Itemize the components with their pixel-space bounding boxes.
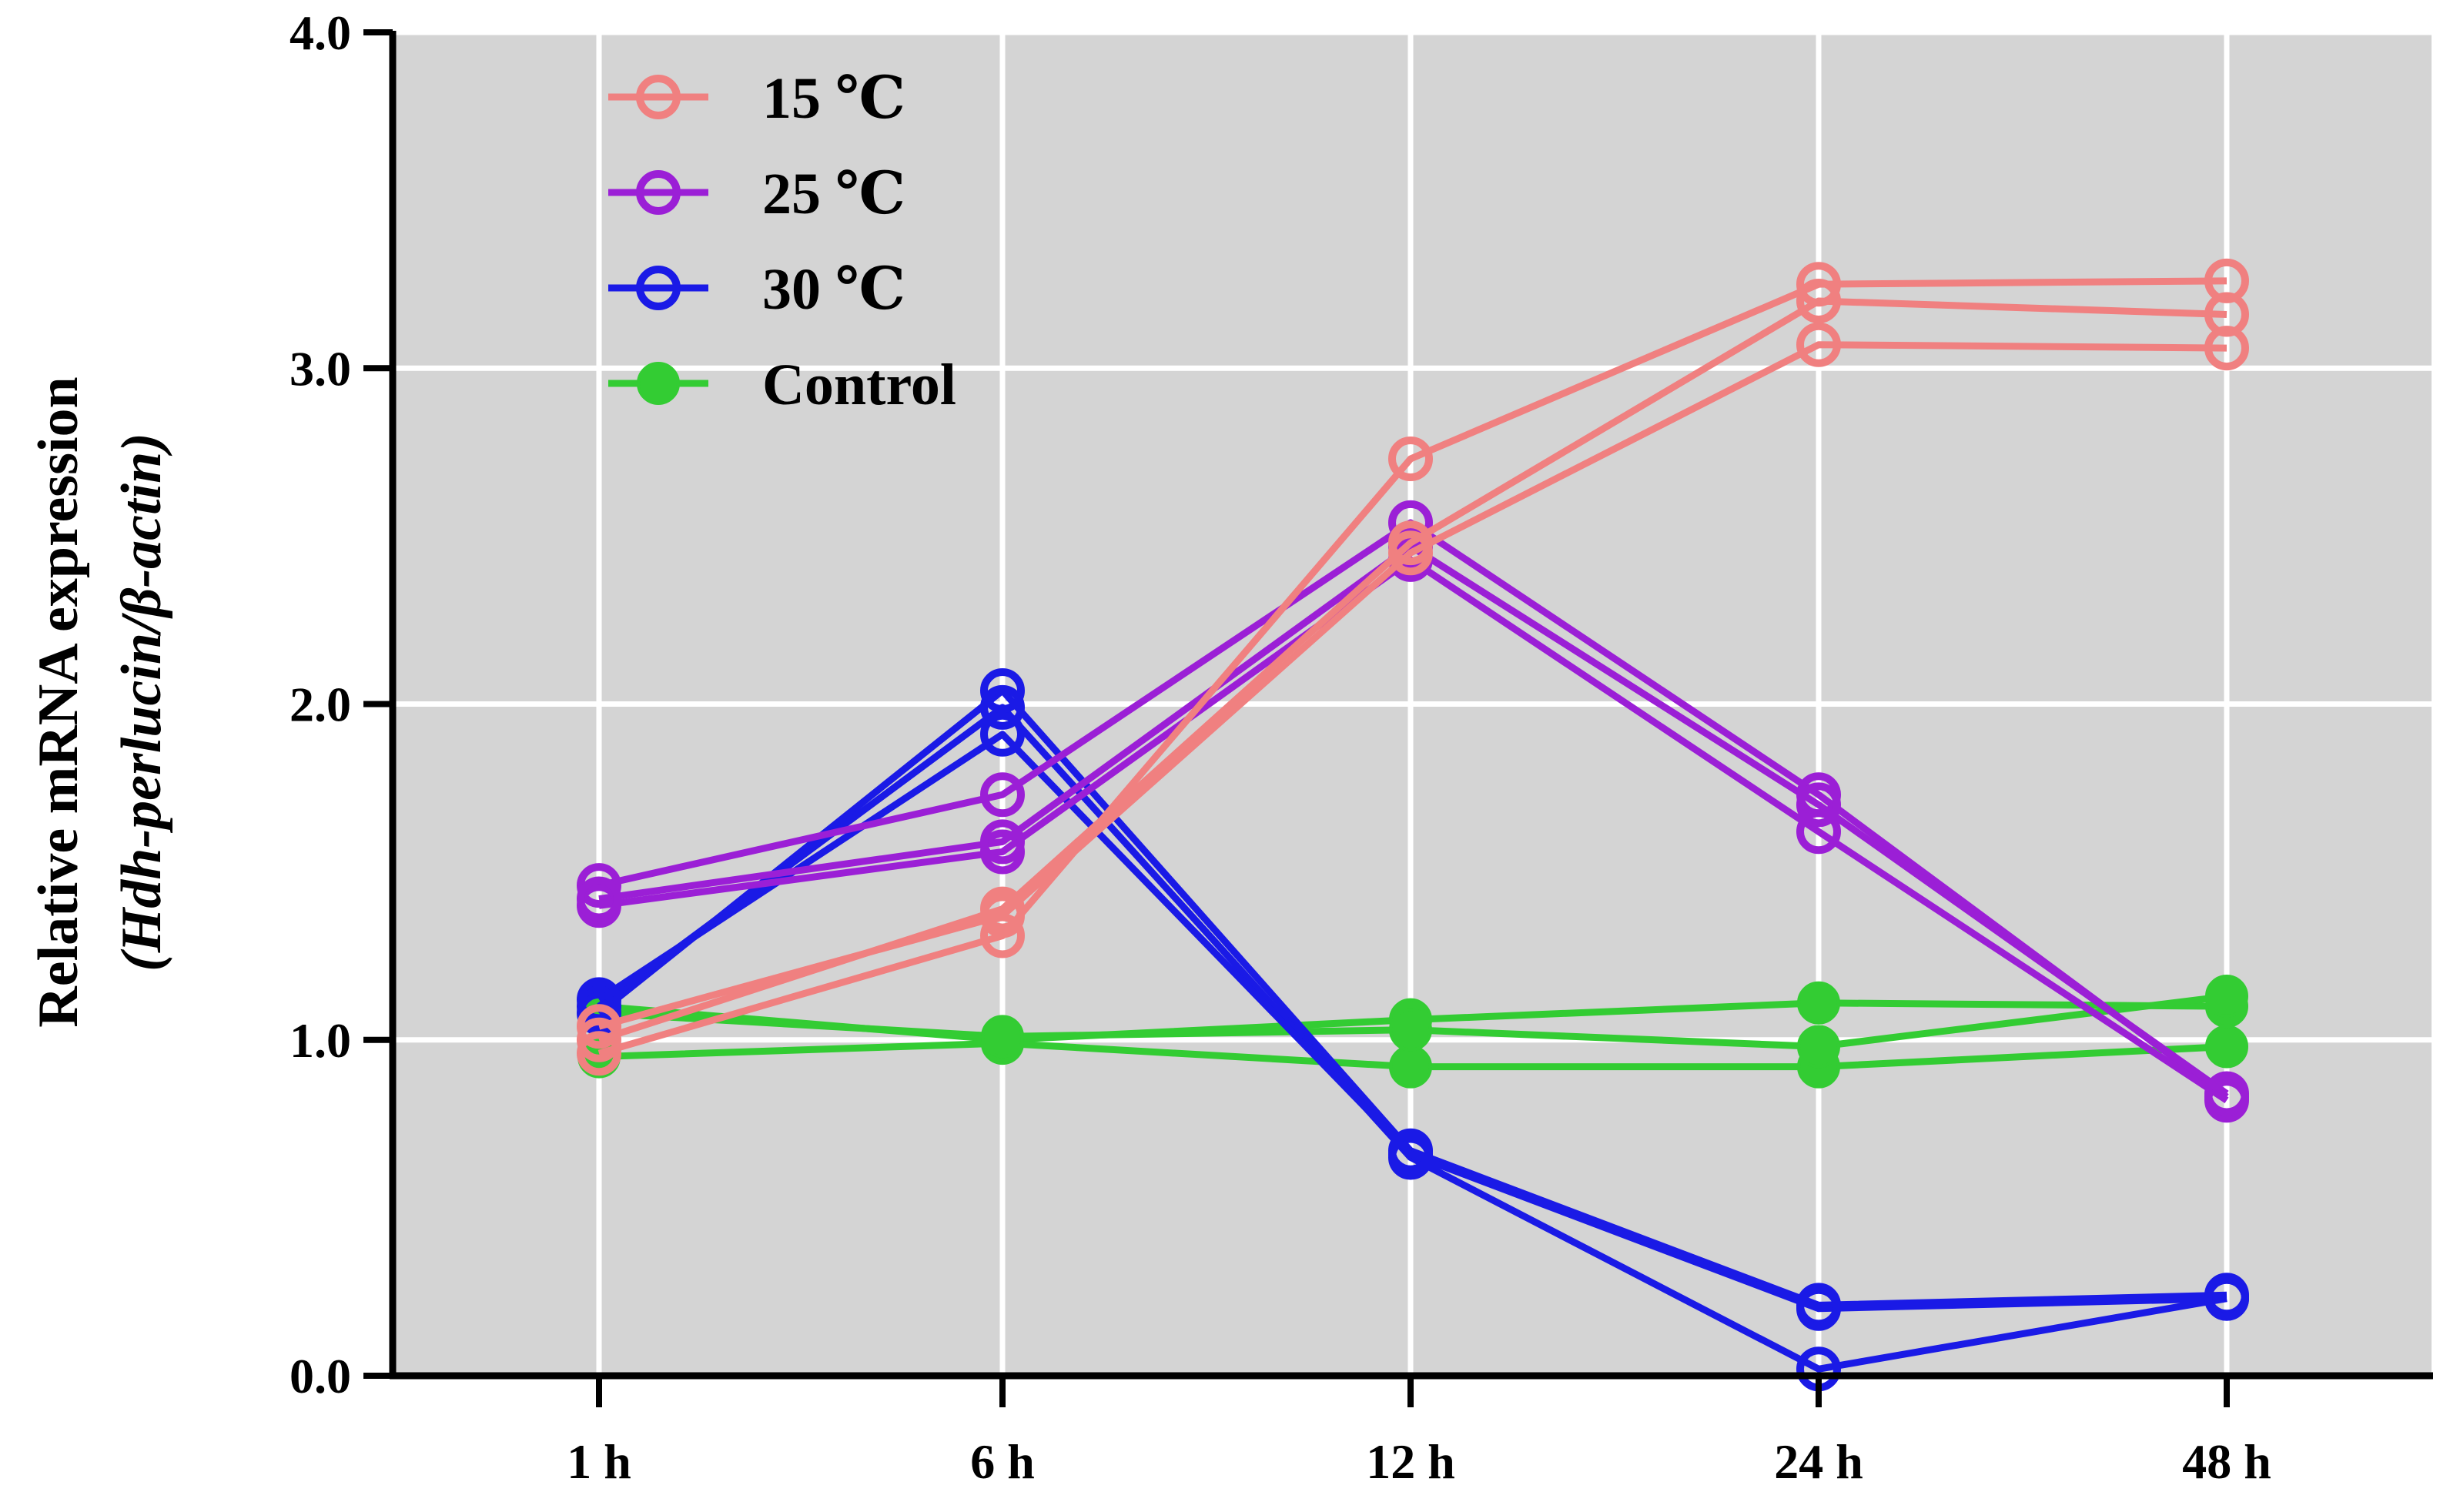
legend-label: Control [762,353,956,417]
data-point [1388,1132,1433,1177]
legend-label: 15 ℃ [762,66,905,131]
legend: 15 ℃ 25 ℃ 30 ℃ Control [608,66,956,417]
data-point [980,772,1025,818]
legend-marker [637,362,680,405]
data-point [1796,809,1841,855]
x-tick-label: 48 h [2182,1434,2271,1489]
data-point [1389,1008,1432,1052]
legend-marker [636,170,681,215]
series-line [597,297,2227,1044]
data-point [980,668,1025,714]
data-point [1388,437,1433,482]
series-1 [577,668,2249,1392]
legend-item-1: 25 ℃ [608,162,905,226]
data-point [981,1015,1024,1059]
data-point [577,1031,621,1076]
x-tick-label: 24 h [1774,1434,1863,1489]
y-tick-label: 2.0 [290,677,351,732]
series-line [597,277,2227,1057]
data-point [577,1017,621,1062]
data-point [2204,292,2249,337]
tick-layer: 0.0 1.0 2.0 3.0 4.0 1 h 6 h 12 h 24 h 48 h [290,5,2271,1489]
data-point [1389,1045,1432,1089]
data-point [1796,262,1841,307]
legend-marker [636,75,681,119]
y-tick-label: 0.0 [290,1349,351,1403]
data-point [980,711,1025,757]
y-axis-title: Relative mRNA expression (Hdh-perlucin/β… [27,376,173,1027]
y-axis-title-line1: Relative mRNA expression [27,376,90,1027]
legend-marker [636,266,681,310]
data-point [577,1004,621,1049]
data-point [980,913,1025,958]
data-point [980,886,1025,932]
data-point [1388,520,1433,566]
series-layer [577,258,2249,1392]
y-tick-label: 4.0 [290,5,351,60]
data-point [2205,1025,2248,1069]
data-point [980,819,1025,865]
data-point [1797,1025,1840,1069]
data-point [1796,279,1841,323]
data-point [1796,322,1841,367]
data-point [577,876,621,922]
legend-label: 30 ℃ [762,257,905,322]
legend-label: 25 ℃ [762,162,905,226]
legend-item-2: 30 ℃ [608,257,905,322]
data-point [1797,981,1840,1025]
data-point [1796,1286,1841,1331]
x-tick-label: 6 h [970,1434,1035,1489]
legend-item-0: 15 ℃ [608,66,905,131]
x-tick-label: 12 h [1366,1434,1455,1489]
data-point [577,863,621,908]
data-point [2204,1071,2249,1116]
legend-item-3: Control [608,353,956,417]
y-axis-title-line2: (Hdh-perlucin/β-actin) [110,433,173,972]
y-tick-label: 3.0 [290,341,351,396]
data-point [2205,975,2248,1019]
series-0 [577,975,2248,1089]
series-3 [577,258,2249,1076]
data-point [2204,1276,2249,1321]
x-tick-label: 1 h [567,1434,631,1489]
data-point [1796,782,1841,828]
data-point [980,684,1025,730]
y-tick-label: 1.0 [290,1013,351,1068]
